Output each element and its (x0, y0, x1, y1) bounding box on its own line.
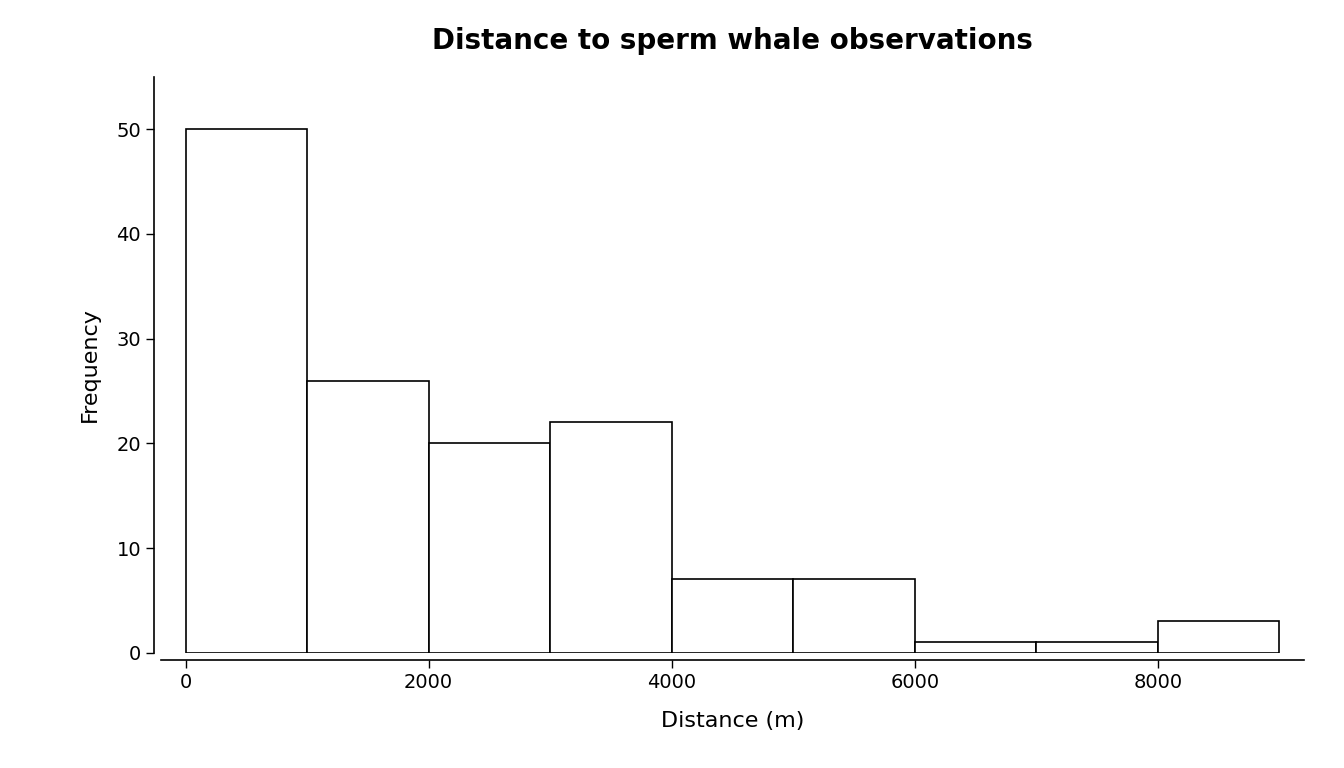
Bar (672, 580, 793, 653)
Bar (1036, 642, 1157, 653)
Y-axis label: Frequency: Frequency (79, 307, 99, 422)
X-axis label: Distance (m): Distance (m) (661, 711, 804, 731)
Bar (429, 443, 550, 653)
Title: Distance to sperm whale observations: Distance to sperm whale observations (431, 27, 1034, 55)
Bar (793, 580, 915, 653)
Bar (550, 422, 672, 653)
Bar (1157, 621, 1279, 653)
Bar (915, 642, 1036, 653)
Bar (185, 129, 308, 653)
Bar (308, 380, 429, 653)
